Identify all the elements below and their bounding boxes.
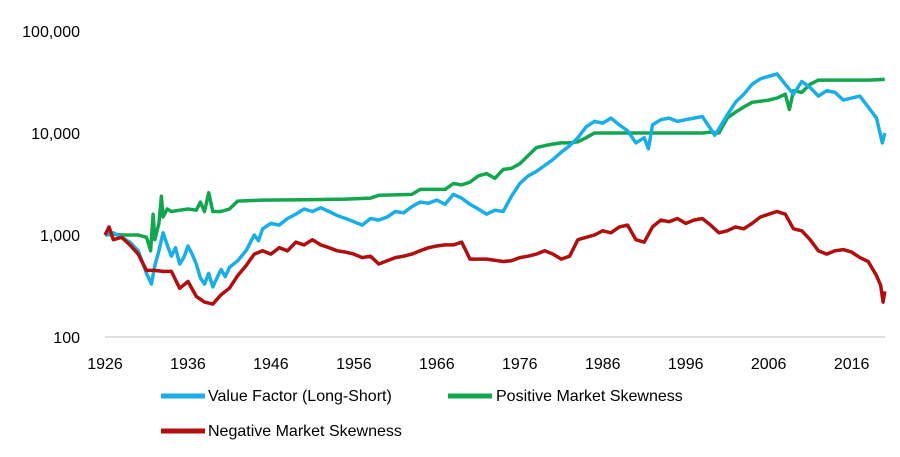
y-tick-label: 10,000 [31,126,80,143]
series-line-negative-market-skewness [103,209,887,306]
legend-label-positive-market-skewness: Positive Market Skewness [496,388,683,405]
x-tick-label: 1926 [87,356,123,373]
series-lines [103,72,887,306]
x-tick-label: 2006 [751,356,787,373]
x-tick-label: 1986 [585,356,621,373]
x-tick-label: 1966 [419,356,455,373]
x-tick-label: 1996 [668,356,704,373]
x-tick-label: 1956 [336,356,372,373]
x-tick-label: 1946 [253,356,289,373]
x-axis-tick-labels: 1926 1936 1946 1956 1966 1976 1986 1996 2006 2016 [87,356,869,373]
y-tick-label: 100,000 [22,24,80,41]
x-tick-label: 1936 [170,356,206,373]
legend: Value Factor (Long-Short) Positive Market… [161,388,683,440]
y-tick-label: 100 [53,330,80,347]
y-axis-tick-labels: 100 1,000 10,000 100,000 [22,24,80,347]
series-line-value-factor-long-short [104,72,887,289]
legend-label-value-factor-long-short: Value Factor (Long-Short) [208,388,392,405]
legend-label-negative-market-skewness: Negative Market Skewness [208,423,402,440]
x-tick-label: 1976 [502,356,538,373]
y-tick-label: 1,000 [40,228,80,245]
x-tick-label: 2016 [834,356,870,373]
series-line-positive-market-skewness [104,77,885,253]
